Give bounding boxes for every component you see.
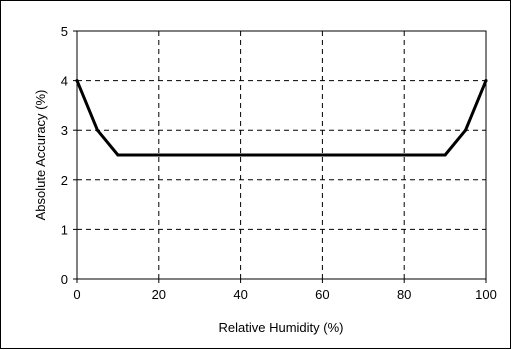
series-group <box>75 79 488 157</box>
data-point <box>95 128 99 132</box>
data-point <box>443 153 447 157</box>
x-tick-label: 20 <box>152 287 166 302</box>
x-tick-label: 40 <box>233 287 247 302</box>
y-tick-label: 0 <box>61 272 68 287</box>
y-tick-label: 5 <box>61 24 68 39</box>
y-axis-title: Absolute Accuracy (%) <box>33 90 48 221</box>
y-tick-label: 1 <box>61 222 68 237</box>
x-tick-label: 60 <box>315 287 329 302</box>
plot-area <box>76 30 487 280</box>
y-tick-label: 4 <box>61 74 68 89</box>
data-point <box>75 79 79 83</box>
y-tick-label: 2 <box>61 173 68 188</box>
x-tick-label: 100 <box>475 287 497 302</box>
x-tick-label: 0 <box>73 287 80 302</box>
y-tick-label: 3 <box>61 123 68 138</box>
x-tick-label: 80 <box>397 287 411 302</box>
data-point <box>464 128 468 132</box>
x-axis-title: Relative Humidity (%) <box>219 320 344 335</box>
data-point <box>484 79 488 83</box>
data-point <box>116 153 120 157</box>
series-line <box>75 79 488 157</box>
axis-ticks: 0 20 40 60 80 100 0 1 2 3 4 5 <box>61 24 497 302</box>
